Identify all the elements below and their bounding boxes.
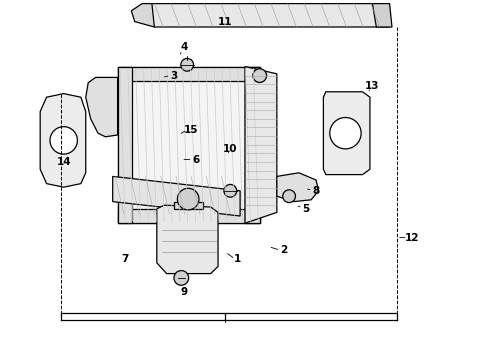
Polygon shape <box>277 173 318 202</box>
Text: 9: 9 <box>180 287 187 297</box>
Text: 1: 1 <box>234 254 241 264</box>
Polygon shape <box>245 67 260 223</box>
Text: 11: 11 <box>218 17 233 27</box>
Polygon shape <box>40 94 86 187</box>
Text: 4: 4 <box>180 42 188 52</box>
Text: 13: 13 <box>365 81 380 91</box>
Polygon shape <box>118 67 260 81</box>
Polygon shape <box>131 4 154 27</box>
Text: 6: 6 <box>193 155 199 165</box>
Circle shape <box>50 127 77 154</box>
Circle shape <box>224 184 237 197</box>
Circle shape <box>177 188 199 210</box>
Text: 5: 5 <box>303 204 310 214</box>
Polygon shape <box>323 92 370 175</box>
Circle shape <box>181 58 194 71</box>
Polygon shape <box>142 4 390 27</box>
Circle shape <box>174 271 189 285</box>
Text: 12: 12 <box>404 233 419 243</box>
Text: 2: 2 <box>281 245 288 255</box>
Text: 8: 8 <box>313 186 319 196</box>
Text: 10: 10 <box>223 144 238 154</box>
Polygon shape <box>245 67 277 223</box>
Text: 7: 7 <box>121 254 129 264</box>
Polygon shape <box>118 209 260 223</box>
Polygon shape <box>157 205 218 274</box>
Polygon shape <box>174 202 203 209</box>
Polygon shape <box>113 176 240 216</box>
Text: 14: 14 <box>56 157 71 167</box>
Polygon shape <box>118 67 260 223</box>
Text: 3: 3 <box>171 71 177 81</box>
Polygon shape <box>118 67 132 223</box>
Circle shape <box>253 69 267 82</box>
Polygon shape <box>86 77 118 137</box>
Text: 15: 15 <box>184 125 198 135</box>
Circle shape <box>330 117 361 149</box>
Circle shape <box>283 190 295 203</box>
Polygon shape <box>372 4 392 27</box>
